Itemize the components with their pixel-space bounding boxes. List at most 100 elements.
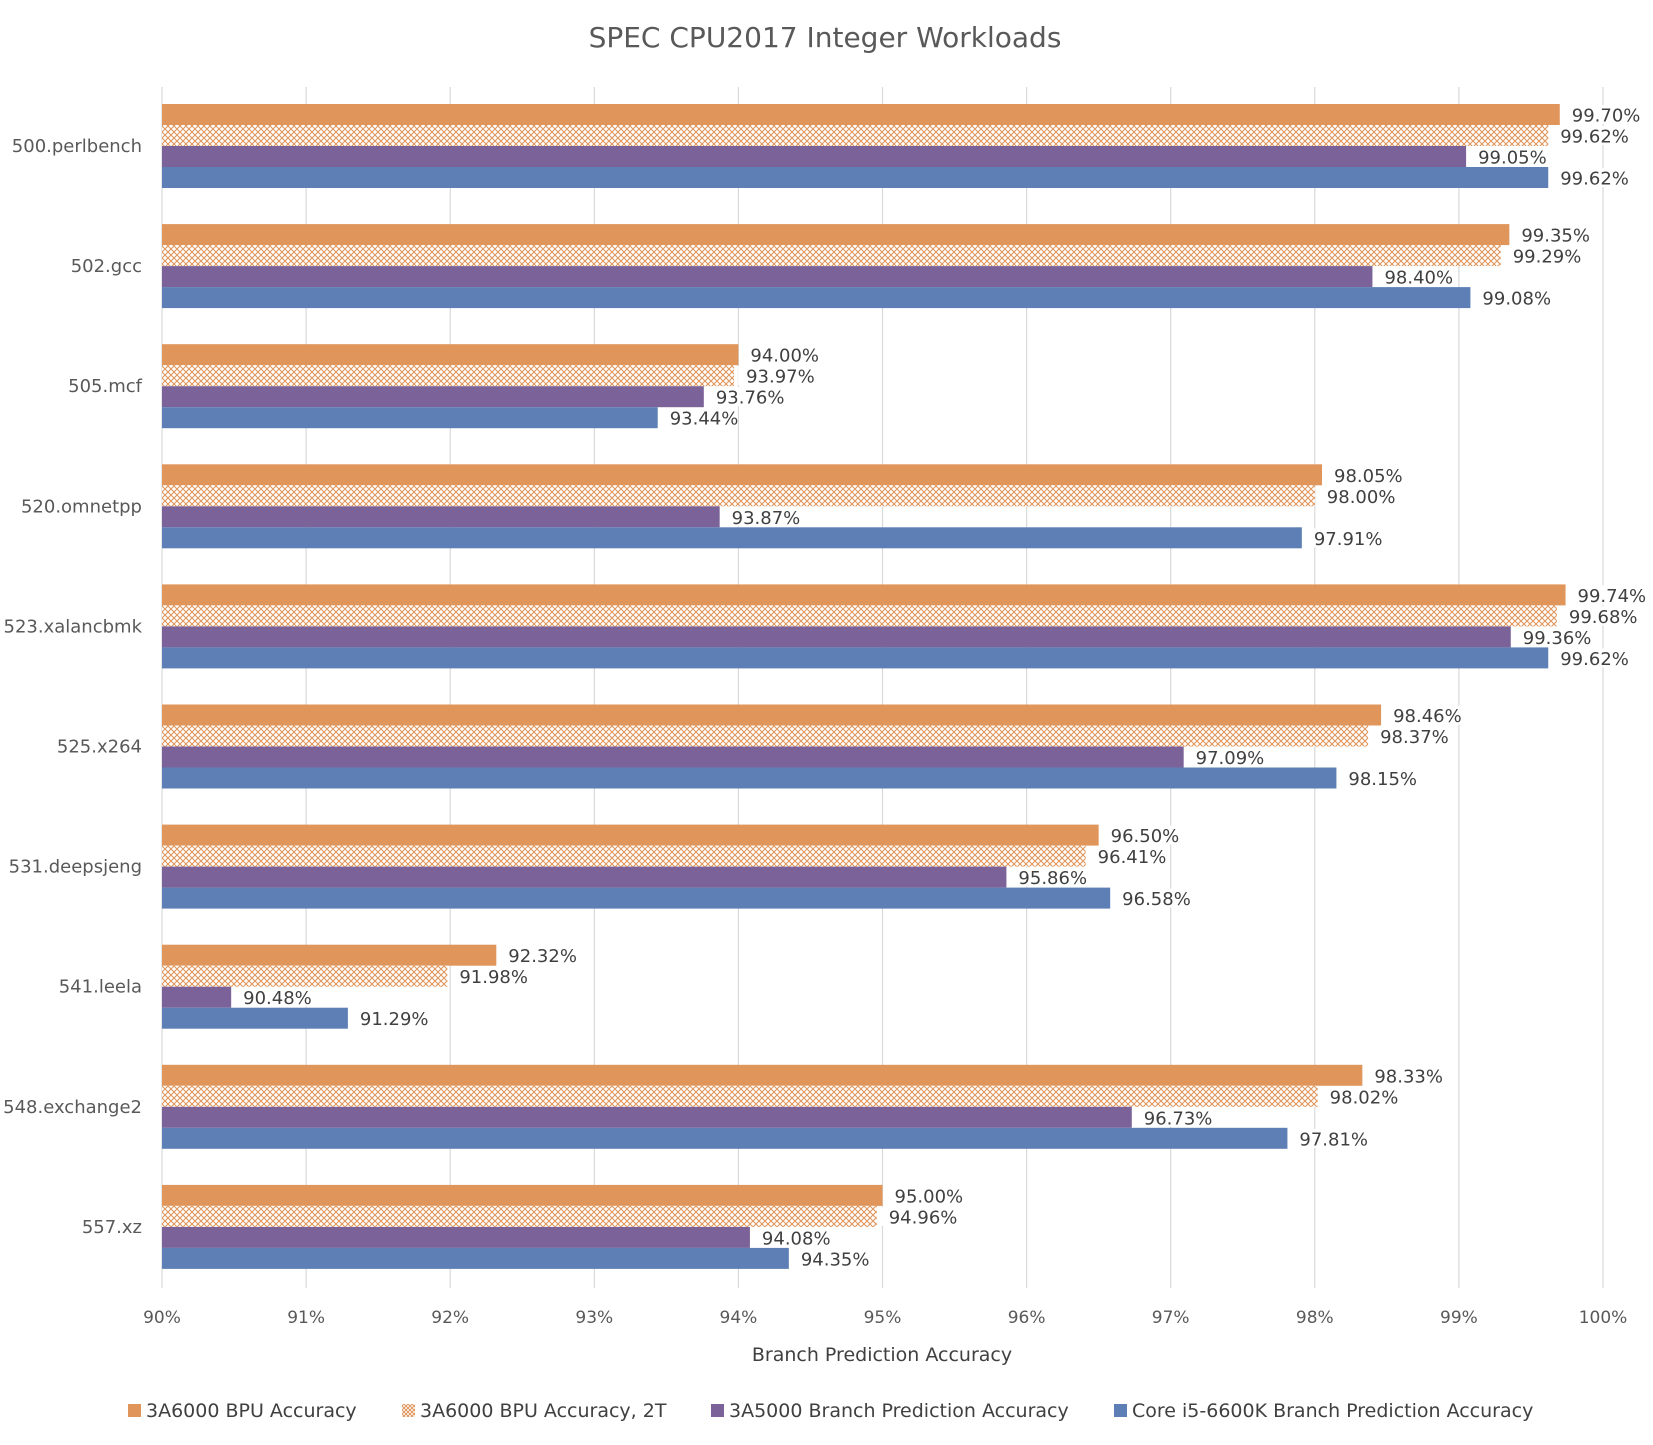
category-label: 523.xalancbmk: [4, 616, 143, 637]
data-label-bg: [500, 945, 577, 965]
data-label-bg: [1089, 846, 1166, 866]
bar: [162, 704, 1382, 726]
category-label: 525.x264: [57, 737, 142, 758]
data-label: 99.08%: [1482, 289, 1551, 310]
data-label-bg: [707, 387, 784, 407]
data-label: 96.73%: [1144, 1108, 1213, 1129]
data-label: 93.97%: [746, 367, 815, 388]
bar: [162, 965, 448, 987]
category-label: 505.mcf: [68, 376, 143, 397]
bar: [162, 407, 658, 429]
bar: [162, 1226, 750, 1248]
legend-swatch: [711, 1404, 724, 1417]
data-label: 99.05%: [1478, 148, 1547, 169]
data-label-bg: [1552, 126, 1629, 145]
data-label-bg: [1563, 105, 1640, 124]
data-label: 98.05%: [1334, 466, 1403, 487]
data-label: 95.00%: [895, 1186, 964, 1207]
bar: [162, 365, 735, 387]
x-tick-label: 93%: [575, 1308, 613, 1328]
bar: [162, 944, 497, 966]
bar: [162, 1106, 1132, 1128]
bar: [162, 767, 1337, 789]
chart-title: SPEC CPU2017 Integer Workloads: [589, 21, 1062, 54]
bar: [162, 605, 1557, 627]
data-label: 98.40%: [1384, 268, 1453, 289]
data-label: 93.76%: [716, 388, 785, 409]
data-label-bg: [1187, 747, 1264, 767]
data-label: 99.70%: [1572, 106, 1641, 127]
data-label-bg: [235, 987, 312, 1007]
x-tick-label: 91%: [287, 1308, 325, 1328]
x-tick-label: 100%: [1579, 1308, 1628, 1328]
data-label: 92.32%: [508, 946, 577, 967]
data-label: 99.35%: [1521, 226, 1590, 247]
data-label: 93.87%: [732, 508, 801, 529]
data-label-bg: [1470, 147, 1547, 166]
bar: [162, 1007, 348, 1029]
data-label: 93.44%: [670, 409, 739, 430]
data-label: 99.29%: [1513, 247, 1582, 268]
data-label-bg: [1376, 267, 1453, 287]
data-label-bg: [451, 966, 528, 986]
bar: [162, 1127, 1288, 1149]
bar: [162, 1205, 877, 1227]
category-label: 500.perlbench: [12, 136, 142, 157]
data-label-bg: [1326, 465, 1403, 485]
data-label-bg: [1010, 867, 1087, 887]
legend-label: Core i5-6600K Branch Prediction Accuracy: [1132, 1400, 1533, 1422]
data-label: 99.62%: [1560, 649, 1629, 670]
data-label: 99.68%: [1569, 607, 1638, 628]
data-label-bg: [753, 1227, 830, 1247]
data-label-bg: [1569, 585, 1646, 605]
x-tick-label: 96%: [1008, 1308, 1046, 1328]
data-label-bg: [1385, 705, 1462, 725]
data-label-bg: [1135, 1107, 1212, 1127]
bar: [162, 626, 1511, 648]
data-label: 97.09%: [1196, 748, 1265, 769]
data-label: 90.48%: [243, 988, 312, 1009]
legend-label: 3A6000 BPU Accuracy: [146, 1400, 357, 1422]
data-label-bg: [1321, 1086, 1398, 1106]
x-tick-label: 95%: [864, 1308, 902, 1328]
data-label: 98.02%: [1330, 1087, 1399, 1108]
data-label-bg: [1102, 825, 1179, 845]
bar: [162, 725, 1369, 747]
bar: [162, 845, 1086, 867]
category-label: 557.xz: [82, 1217, 142, 1238]
legend-swatch: [402, 1404, 415, 1417]
x-axis-title: Branch Prediction Accuracy: [752, 1344, 1012, 1366]
data-label: 98.15%: [1348, 769, 1417, 790]
data-label: 99.74%: [1578, 586, 1647, 607]
bar: [162, 986, 232, 1008]
bar: [162, 104, 1560, 125]
data-label: 94.08%: [762, 1228, 831, 1249]
data-label: 94.00%: [750, 346, 819, 367]
bar: [162, 266, 1373, 288]
data-label-bg: [880, 1206, 957, 1226]
bar: [162, 1085, 1318, 1107]
data-label-bg: [1366, 1065, 1443, 1085]
data-label: 94.96%: [889, 1207, 958, 1228]
data-label: 99.62%: [1560, 169, 1629, 190]
data-label-bg: [1560, 606, 1637, 626]
bar: [162, 344, 739, 366]
category-label: 541.leela: [59, 977, 142, 998]
data-label-bg: [792, 1248, 869, 1268]
data-label-bg: [723, 507, 800, 527]
bar: [162, 824, 1099, 846]
data-label-bg: [1291, 1128, 1368, 1148]
data-label: 97.81%: [1299, 1129, 1368, 1150]
bar: [162, 224, 1510, 246]
bar: [162, 887, 1111, 909]
bar: [162, 1064, 1363, 1086]
legend-swatch: [1114, 1404, 1127, 1417]
bar: [162, 245, 1501, 267]
data-label: 95.86%: [1018, 868, 1087, 889]
legend-label: 3A6000 BPU Accuracy, 2T: [420, 1400, 667, 1422]
x-tick-label: 90%: [143, 1308, 181, 1328]
bar: [162, 146, 1467, 167]
x-tick-labels: 90% 91% 92% 93% 94% 95% 96% 97% 98% 99% 100%: [143, 1308, 1627, 1328]
data-label-bg: [1474, 288, 1551, 308]
